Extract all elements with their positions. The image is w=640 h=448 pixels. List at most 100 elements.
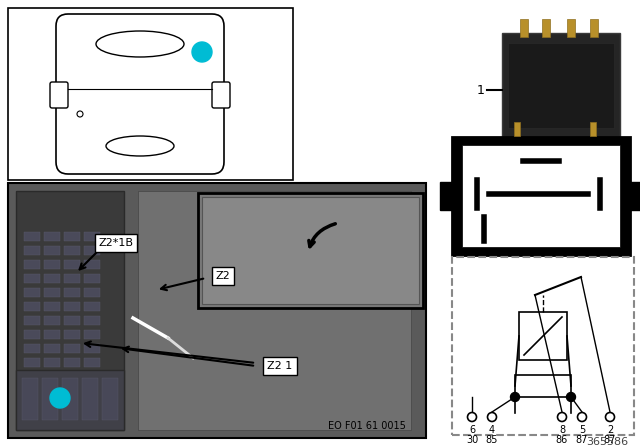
Text: Z2*1B: Z2*1B <box>99 238 134 248</box>
Text: 365586: 365586 <box>586 437 628 447</box>
Bar <box>520 19 528 37</box>
Bar <box>84 414 100 423</box>
Bar <box>519 312 567 360</box>
Bar <box>64 288 80 297</box>
Bar <box>202 197 419 304</box>
Bar <box>567 19 575 37</box>
Bar <box>24 400 40 409</box>
Bar <box>24 288 40 297</box>
Bar <box>62 378 78 420</box>
Text: 1: 1 <box>477 83 485 96</box>
Bar <box>64 414 80 423</box>
Bar <box>64 372 80 381</box>
Bar <box>84 400 100 409</box>
Bar <box>64 260 80 269</box>
Bar <box>44 414 60 423</box>
Bar <box>64 274 80 283</box>
Bar <box>24 246 40 255</box>
Bar <box>84 316 100 325</box>
Circle shape <box>77 111 83 117</box>
Bar <box>24 302 40 311</box>
Bar <box>64 316 80 325</box>
Text: Z2 1: Z2 1 <box>268 361 292 371</box>
Bar <box>514 122 520 136</box>
Bar <box>542 19 550 37</box>
Bar <box>138 191 411 430</box>
Bar <box>452 137 630 255</box>
Text: 4: 4 <box>489 425 495 435</box>
Ellipse shape <box>96 31 184 57</box>
Bar <box>84 344 100 353</box>
Bar <box>590 19 598 37</box>
Bar <box>24 414 40 423</box>
Text: 6: 6 <box>469 425 475 435</box>
Bar <box>16 191 124 430</box>
Bar <box>24 372 40 381</box>
Bar <box>24 344 40 353</box>
Bar <box>24 274 40 283</box>
Bar <box>44 358 60 367</box>
Bar <box>64 232 80 241</box>
Circle shape <box>192 42 212 62</box>
Bar <box>44 386 60 395</box>
Text: 87: 87 <box>604 435 616 445</box>
Bar <box>84 274 100 283</box>
Bar <box>44 246 60 255</box>
Circle shape <box>488 413 497 422</box>
Bar <box>102 378 118 420</box>
FancyBboxPatch shape <box>56 14 224 174</box>
Circle shape <box>511 392 520 401</box>
Bar <box>42 378 58 420</box>
Text: 87: 87 <box>576 435 588 445</box>
Circle shape <box>557 413 566 422</box>
Bar <box>84 246 100 255</box>
Text: 1: 1 <box>198 47 205 57</box>
Ellipse shape <box>106 136 174 156</box>
Bar <box>198 193 423 308</box>
Bar <box>515 375 571 397</box>
Bar <box>44 400 60 409</box>
Text: EO F01 61 0015: EO F01 61 0015 <box>328 421 406 431</box>
Bar <box>64 400 80 409</box>
Text: 2: 2 <box>607 425 613 435</box>
Bar <box>44 274 60 283</box>
Bar <box>64 246 80 255</box>
Bar <box>44 260 60 269</box>
Bar <box>8 183 426 438</box>
Bar <box>44 302 60 311</box>
Bar <box>8 8 293 180</box>
Bar <box>82 378 98 420</box>
Bar <box>44 330 60 339</box>
Bar <box>84 288 100 297</box>
Bar <box>24 330 40 339</box>
Text: 85: 85 <box>486 435 498 445</box>
Text: 3: 3 <box>468 242 476 252</box>
Bar <box>44 288 60 297</box>
Bar <box>24 316 40 325</box>
Bar <box>84 260 100 269</box>
Text: 86: 86 <box>556 435 568 445</box>
Text: 1: 1 <box>461 169 468 179</box>
Bar <box>84 330 100 339</box>
Bar <box>84 232 100 241</box>
Text: 1: 1 <box>56 393 63 403</box>
Bar <box>44 344 60 353</box>
Bar <box>64 344 80 353</box>
Bar <box>16 370 124 430</box>
Bar <box>452 257 634 435</box>
Circle shape <box>605 413 614 422</box>
Text: 30: 30 <box>466 435 478 445</box>
Bar <box>462 145 620 247</box>
Bar <box>629 182 640 210</box>
Circle shape <box>50 388 70 408</box>
Bar <box>44 372 60 381</box>
Bar <box>24 358 40 367</box>
Bar <box>440 182 453 210</box>
Bar <box>84 302 100 311</box>
Bar <box>84 386 100 395</box>
Circle shape <box>566 392 575 401</box>
FancyBboxPatch shape <box>212 82 230 108</box>
Text: 2: 2 <box>609 169 616 179</box>
Bar <box>508 43 614 128</box>
Bar <box>64 386 80 395</box>
